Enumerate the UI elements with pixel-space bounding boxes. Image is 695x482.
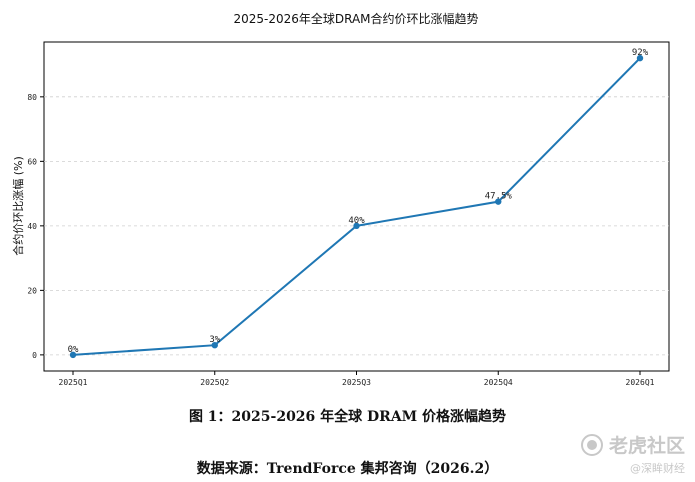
data-point [636, 54, 644, 62]
data-point [495, 198, 502, 205]
x-tick-label: 2026Q1 [626, 378, 655, 387]
watermark-sub: @深眸财经 [630, 462, 685, 475]
x-tick-label: 2025Q3 [342, 378, 371, 387]
series-line-layer [72, 57, 641, 356]
tiger-logo-icon [580, 433, 603, 456]
y-axis-ticks: 0 20 40 60 80 [27, 93, 44, 360]
chart-title: 2025-2026年全球DRAM合约价环比涨幅趋势 [233, 11, 478, 26]
y-tick-label: 20 [27, 286, 37, 295]
figure-caption: 图 1：2025-2026 年全球 DRAM 价格涨幅趋势 [188, 409, 507, 425]
data-label: 3% [209, 335, 220, 345]
x-tick-label: 2025Q4 [484, 378, 513, 387]
data-points-layer [69, 54, 644, 359]
x-tick-label: 2025Q1 [59, 378, 88, 387]
data-point [211, 341, 218, 349]
y-axis-label: 合约价环比涨幅 (%) [11, 156, 25, 256]
y-tick-label: 0 [32, 351, 37, 360]
line-chart: 2025-2026年全球DRAM合约价环比涨幅趋势 0 20 40 60 80 2025… [11, 11, 670, 387]
x-axis-ticks: 2025Q1 2025Q2 2025Q3 2025Q4 2026Q1 [59, 371, 655, 387]
series-line [72, 57, 641, 356]
x-tick-label: 2025Q2 [200, 378, 229, 387]
data-label: 47.5% [485, 192, 513, 202]
y-tick-label: 40 [27, 222, 37, 231]
data-label: 92% [632, 48, 649, 58]
plot-frame [43, 41, 670, 372]
data-label: 0% [68, 345, 79, 355]
y-tick-label: 80 [27, 93, 37, 102]
data-point [353, 222, 360, 230]
watermark-main: 老虎社区 [608, 435, 685, 457]
y-tick-label: 60 [27, 157, 37, 166]
data-source: 数据来源：TrendForce 集邦咨询（2026.2） [196, 461, 499, 477]
watermark: 老虎社区 @深眸财经 [580, 431, 685, 476]
data-labels-layer: 0% 3% 40% 47.5% 92% [68, 48, 649, 355]
data-point [69, 351, 77, 359]
data-label: 40% [348, 216, 365, 226]
